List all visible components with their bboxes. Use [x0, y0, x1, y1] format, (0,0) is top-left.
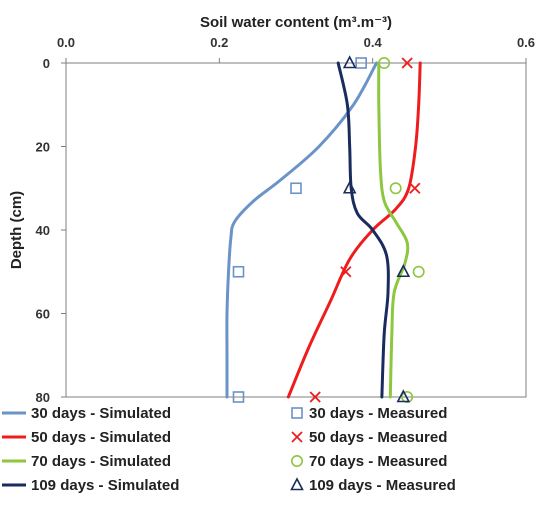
data-point-cross [409, 182, 421, 194]
legend-entry: 70 days - Measured [290, 453, 447, 470]
legend-entry: 109 days - Measured [290, 477, 456, 494]
x-tick-label: 0.6 [517, 35, 535, 50]
legend-entry: 30 days - Measured [291, 405, 447, 422]
data-point-triangle [342, 55, 357, 69]
axis-ticks: 0.0 0.2 0.4 0.6 0 20 40 60 80 [36, 35, 536, 405]
data-point-triangle [396, 264, 411, 278]
legend-label: 50 days - Measured [309, 429, 447, 446]
data-point-square [355, 57, 367, 69]
y-axis-title: Depth (cm) [8, 191, 25, 269]
legend-entry: 30 days - Simulated [2, 405, 171, 422]
y-tick-label: 80 [36, 390, 50, 405]
legend-entry: 109 days - Simulated [2, 477, 179, 494]
x-tick-label: 0.4 [364, 35, 383, 50]
series-layer [225, 55, 425, 403]
data-point-square [290, 182, 302, 195]
legend-entry: 70 days - Simulated [2, 453, 171, 470]
legend-label: 109 days - Simulated [31, 477, 179, 494]
data-point-circle [412, 265, 425, 278]
data-point-circle [389, 182, 402, 195]
x-axis-title: Soil water content (m³.m⁻³) [200, 14, 392, 31]
series-line-2 [377, 61, 410, 399]
y-tick-label: 60 [36, 307, 50, 322]
y-tick-label: 40 [36, 223, 50, 238]
legend-label: 70 days - Measured [309, 453, 447, 470]
data-point-triangle [342, 180, 357, 194]
legend-entry: 50 days - Measured [291, 429, 447, 446]
legend-swatch-marker [291, 407, 303, 419]
data-point-square [232, 391, 245, 403]
legend-label: 109 days - Measured [309, 477, 456, 494]
legend-swatch-marker [291, 431, 303, 443]
data-point-circle [378, 56, 391, 69]
y-tick-label: 20 [36, 140, 50, 155]
legend-swatch-marker [290, 454, 303, 467]
data-point-square [232, 265, 245, 278]
legend: 30 days - Simulated 30 days - Measured 50 … [2, 405, 456, 494]
data-point-triangle [396, 389, 411, 403]
series-line-0 [225, 61, 378, 399]
x-tick-label: 0.2 [210, 35, 228, 50]
plot-area [65, 62, 527, 398]
legend-label: 70 days - Simulated [31, 453, 171, 470]
legend-label: 30 days - Measured [309, 405, 447, 422]
x-tick-label: 0.0 [57, 35, 75, 50]
series-line-1 [286, 61, 422, 399]
plot-border [65, 62, 527, 398]
series-line-3 [336, 61, 390, 399]
data-point-cross [309, 391, 321, 403]
legend-label: 30 days - Simulated [31, 405, 171, 422]
legend-swatch-marker [290, 477, 304, 491]
legend-label: 50 days - Simulated [31, 429, 171, 446]
data-point-cross [340, 266, 352, 278]
y-tick-label: 0 [43, 56, 50, 71]
legend-entry: 50 days - Simulated [2, 429, 171, 446]
data-point-cross [401, 57, 413, 69]
